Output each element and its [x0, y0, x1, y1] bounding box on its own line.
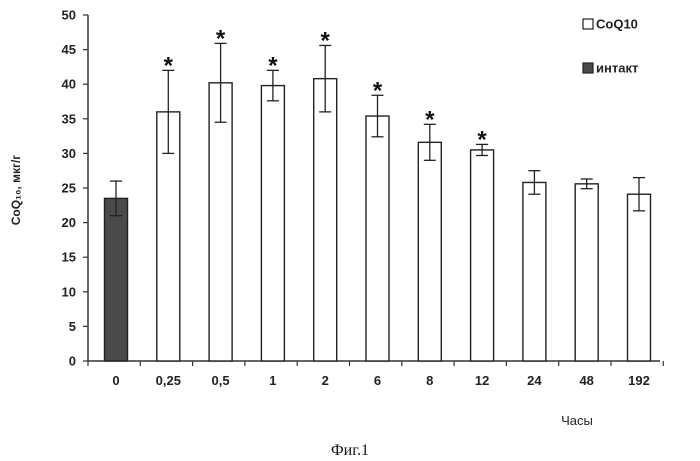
significance-star: *: [425, 106, 435, 133]
significance-star: *: [164, 52, 174, 79]
bar: [471, 150, 494, 361]
x-tick-label: 192: [628, 373, 650, 388]
bar: [261, 86, 284, 361]
significance-star: *: [477, 126, 487, 153]
x-tick-label: 0,5: [212, 373, 230, 388]
y-tick-label: 20: [62, 215, 76, 230]
x-tick-label: 12: [475, 373, 489, 388]
bar: [523, 182, 546, 361]
bars: * * * * * * *: [105, 25, 651, 361]
bar: [366, 116, 389, 361]
y-tick-label: 25: [62, 181, 76, 196]
y-tick-label: 15: [62, 250, 76, 265]
legend-swatch: [583, 19, 593, 29]
x-tick-label: 48: [579, 373, 593, 388]
legend-label: CoQ10: [596, 17, 638, 32]
y-tick-label: 45: [62, 42, 76, 57]
y-tick-label: 0: [69, 354, 76, 369]
y-axis-label: CoQ₁₀, мкг/г: [9, 155, 23, 226]
significance-star: *: [216, 25, 226, 52]
x-tick-label: 2: [322, 373, 329, 388]
x-axis: 00,250,51268122448192: [88, 361, 663, 388]
y-tick-label: 40: [62, 77, 76, 92]
bar: [575, 184, 598, 361]
x-axis-label: Часы: [561, 413, 593, 428]
bar: [314, 79, 337, 361]
figure-caption: Фиг.1: [331, 442, 369, 459]
x-tick-label: 1: [269, 373, 276, 388]
y-tick-label: 30: [62, 146, 76, 161]
legend-label: интакт: [596, 61, 638, 76]
bar: [628, 194, 651, 361]
x-tick-label: 8: [426, 373, 433, 388]
significance-star: *: [321, 27, 331, 54]
x-tick-label: 0: [112, 373, 119, 388]
significance-star: *: [268, 52, 278, 79]
y-tick-label: 10: [62, 284, 76, 299]
significance-star: *: [373, 77, 383, 104]
x-tick-label: 0,25: [156, 373, 181, 388]
bar: [418, 142, 441, 361]
x-tick-label: 24: [527, 373, 542, 388]
y-tick-label: 5: [69, 319, 76, 334]
legend: CoQ10 интакт: [583, 17, 638, 76]
x-tick-label: 6: [374, 373, 381, 388]
y-tick-label: 50: [62, 8, 76, 23]
legend-swatch: [583, 63, 593, 73]
y-tick-label: 35: [62, 111, 76, 126]
bar: [105, 198, 128, 361]
bar: [209, 83, 232, 361]
y-axis: 0 5 10 15 20 25 30 35 40 45 50: [62, 8, 88, 369]
